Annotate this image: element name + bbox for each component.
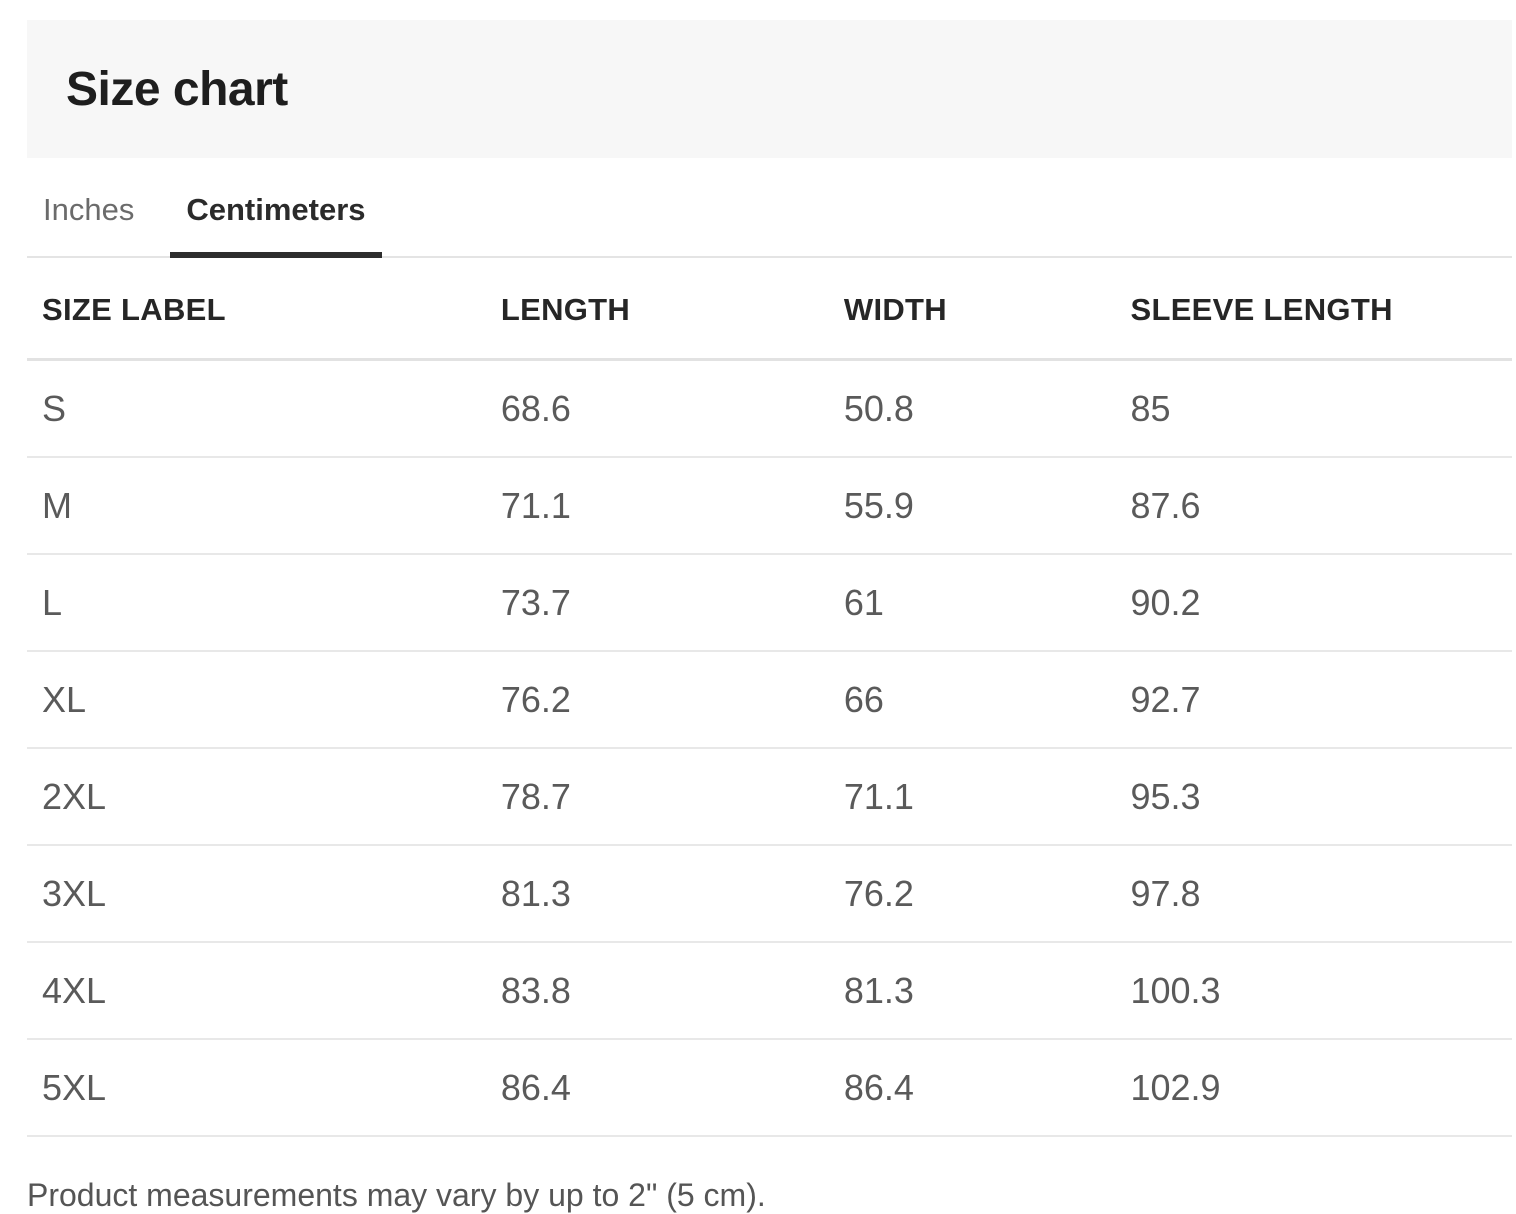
table-row-m: M 71.1 55.9 87.6 [27, 457, 1512, 555]
cell-length: 76.2 [485, 651, 829, 749]
table-row-5xl: 5XL 86.4 86.4 102.9 [27, 1039, 1512, 1137]
column-header-sleeve-length: SLEEVE LENGTH [1115, 258, 1512, 361]
cell-sleeve_length: 95.3 [1115, 748, 1512, 846]
cell-sleeve_length: 87.6 [1115, 457, 1512, 555]
unit-tabs: Inches Centimeters [27, 182, 1512, 258]
cell-size: M [27, 457, 486, 555]
size-table-head: SIZE LABEL LENGTH WIDTH SLEEVE LENGTH [27, 258, 1512, 361]
table-row-s: S 68.6 50.8 85 [27, 359, 1512, 458]
cell-sleeve_length: 97.8 [1115, 845, 1512, 943]
tab-inches[interactable]: Inches [43, 192, 135, 227]
cell-sleeve_length: 100.3 [1115, 942, 1512, 1040]
cell-length: 81.3 [485, 845, 829, 943]
cell-width: 61 [828, 554, 1116, 652]
cell-width: 86.4 [828, 1039, 1116, 1137]
table-row-2xl: 2XL 78.7 71.1 95.3 [27, 748, 1512, 846]
size-table-body: S 68.6 50.8 85 M 71.1 55.9 87.6 L 73.7 61 90.2 XL 76.… [27, 359, 1512, 1137]
size-chart-header: Size chart [27, 20, 1512, 158]
cell-size: 4XL [27, 942, 486, 1040]
cell-width: 50.8 [828, 359, 1116, 458]
size-table: SIZE LABEL LENGTH WIDTH SLEEVE LENGTH S 68.6… [27, 258, 1512, 1137]
table-row-xl: XL 76.2 66 92.7 [27, 651, 1512, 749]
cell-length: 71.1 [485, 457, 829, 555]
table-row-l: L 73.7 61 90.2 [27, 554, 1512, 652]
cell-length: 83.8 [485, 942, 829, 1040]
cell-size: 2XL [27, 748, 486, 846]
cell-width: 55.9 [828, 457, 1116, 555]
cell-size: XL [27, 651, 486, 749]
cell-size: S [27, 359, 486, 458]
cell-size: 5XL [27, 1039, 486, 1137]
cell-length: 86.4 [485, 1039, 829, 1137]
table-row-4xl: 4XL 83.8 81.3 100.3 [27, 942, 1512, 1040]
cell-width: 71.1 [828, 748, 1116, 846]
cell-size: 3XL [27, 845, 486, 943]
cell-length: 78.7 [485, 748, 829, 846]
header-row: SIZE LABEL LENGTH WIDTH SLEEVE LENGTH [27, 258, 1512, 361]
cell-size: L [27, 554, 486, 652]
cell-length: 73.7 [485, 554, 829, 652]
cell-sleeve_length: 85 [1115, 359, 1512, 458]
tab-centimeters[interactable]: Centimeters [170, 182, 382, 258]
table-row-3xl: 3XL 81.3 76.2 97.8 [27, 845, 1512, 943]
cell-sleeve_length: 92.7 [1115, 651, 1512, 749]
cell-length: 68.6 [485, 359, 829, 458]
cell-sleeve_length: 90.2 [1115, 554, 1512, 652]
column-header-size-label: SIZE LABEL [27, 258, 486, 361]
page-title: Size chart [66, 62, 288, 116]
cell-width: 81.3 [828, 942, 1116, 1040]
column-header-length: LENGTH [485, 258, 829, 361]
cell-width: 66 [828, 651, 1116, 749]
cell-sleeve_length: 102.9 [1115, 1039, 1512, 1137]
column-header-width: WIDTH [828, 258, 1116, 361]
measurement-note: Product measurements may vary by up to 2… [27, 1177, 766, 1213]
cell-width: 76.2 [828, 845, 1116, 943]
